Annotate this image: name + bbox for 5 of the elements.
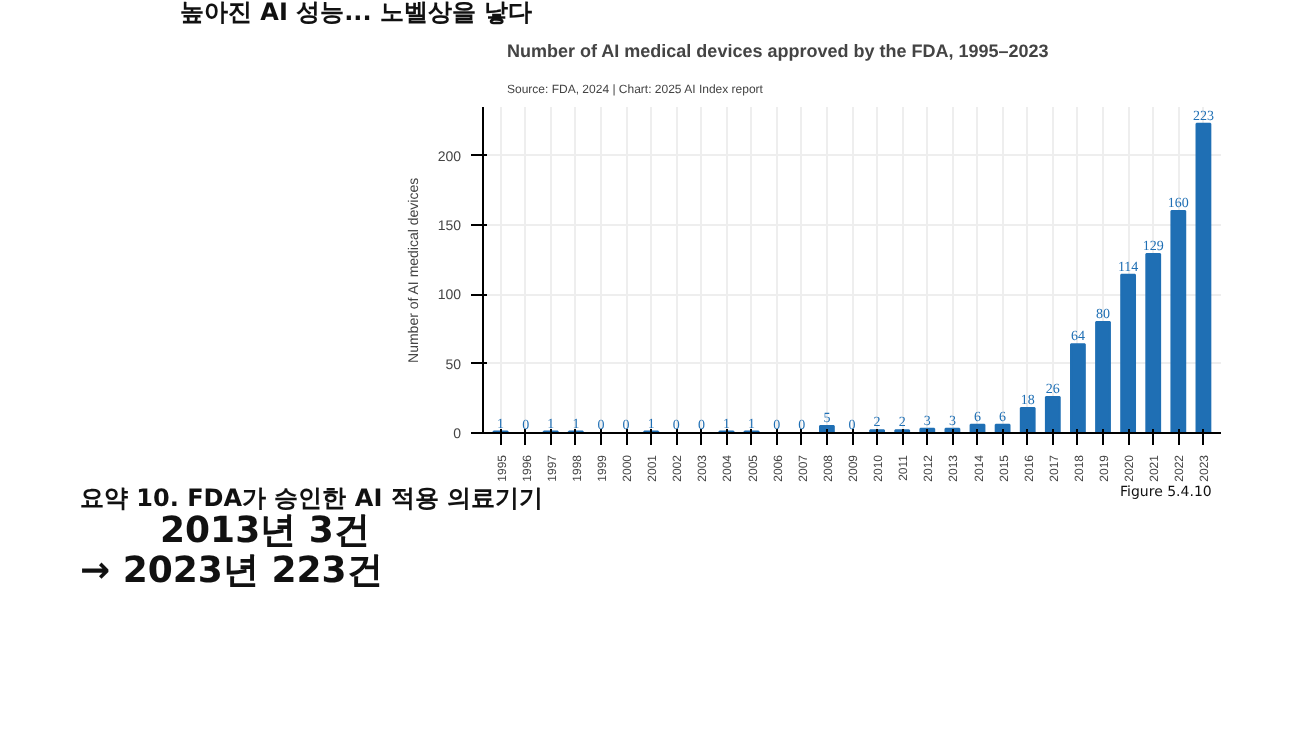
text: 2013년 3건 — [160, 510, 370, 553]
chart-title: Number of AI medical devices approved by the FDA, 1995–2023 — [507, 41, 1049, 62]
text: 높아진 AI 성능... 노벨상을 낳다 — [180, 0, 533, 27]
text: 요약 10. FDA가 승인한 AI 적용 의료기기 — [80, 484, 544, 513]
text: → 2023년 223건 — [80, 550, 383, 593]
